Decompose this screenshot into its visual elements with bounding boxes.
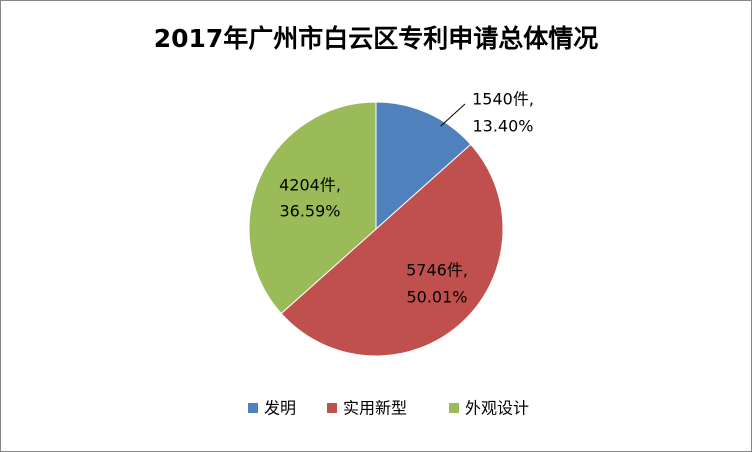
data-label: 5746件, <box>406 261 468 280</box>
data-label: 4204件, <box>279 176 341 195</box>
leader-line <box>440 103 466 127</box>
legend-swatch <box>449 403 459 413</box>
legend-swatch <box>248 403 258 413</box>
data-label: 13.40% <box>472 117 533 136</box>
pie-slice <box>248 101 377 315</box>
data-label: 1540件, <box>472 90 534 109</box>
legend-label: 实用新型 <box>343 399 407 418</box>
data-label: 36.59% <box>279 202 340 221</box>
legend-label: 外观设计 <box>465 399 529 418</box>
pie-slice <box>375 101 472 231</box>
legend-label: 发明 <box>264 399 296 418</box>
data-label: 50.01% <box>406 288 467 307</box>
pie-slice <box>280 143 504 357</box>
legend-swatch <box>327 403 337 413</box>
chart-title: 2017年广州市白云区专利申请总体情况 <box>154 24 599 53</box>
